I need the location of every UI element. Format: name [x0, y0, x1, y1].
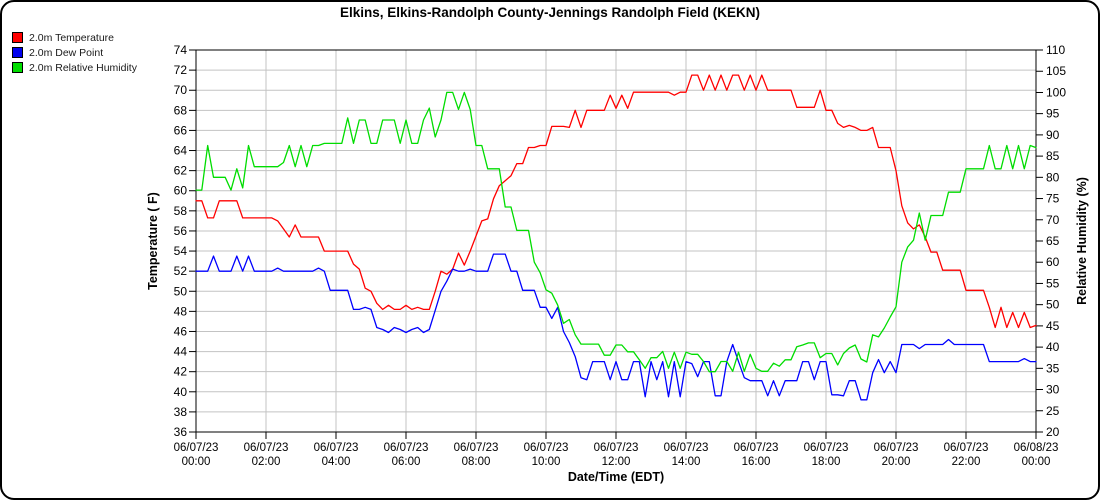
- y-right-tick-label: 110: [1046, 43, 1065, 57]
- x-tick-label-date: 06/07/23: [314, 442, 359, 454]
- legend: 2.0m Temperature 2.0m Dew Point 2.0m Rel…: [12, 30, 137, 75]
- y-right-tick-label: 40: [1046, 340, 1060, 354]
- legend-label: 2.0m Temperature: [29, 31, 115, 44]
- temperature-line: [195, 74, 1037, 329]
- y-right-tick-label: 55: [1046, 276, 1060, 290]
- x-tick-label-date: 06/07/23: [384, 442, 429, 454]
- relative-humidity-line: [195, 91, 1037, 373]
- x-tick-label-time: 20:00: [882, 456, 911, 468]
- x-tick-label-date: 06/07/23: [734, 442, 779, 454]
- y-right-tick-label: 90: [1046, 128, 1060, 142]
- x-tick-label-time: 00:00: [1022, 456, 1051, 468]
- y-right-tick-label: 45: [1046, 319, 1060, 333]
- temperature-swatch-icon: [12, 32, 23, 43]
- y-right-tick-label: 80: [1046, 170, 1060, 184]
- x-tick-label-date: 06/07/23: [524, 442, 569, 454]
- x-tick-label-time: 16:00: [742, 456, 771, 468]
- x-tick-label-time: 12:00: [602, 456, 631, 468]
- y-left-tick-label: 42: [174, 365, 188, 379]
- y-right-tick-label: 20: [1046, 425, 1060, 439]
- dew-point-line: [195, 253, 1037, 401]
- relative-humidity-swatch-icon: [12, 62, 23, 73]
- y-right-tick-label: 35: [1046, 361, 1060, 375]
- y-left-tick-label: 54: [174, 244, 188, 258]
- y-left-tick-label: 58: [174, 204, 188, 218]
- x-tick-label-time: 08:00: [462, 456, 491, 468]
- x-tick-label-date: 06/07/23: [244, 442, 289, 454]
- y-left-tick-label: 50: [174, 284, 188, 298]
- y-right-tick-label: 105: [1046, 64, 1066, 78]
- y-left-tick-label: 40: [174, 385, 188, 399]
- y-right-axis-title: Relative Humidity (%): [1075, 177, 1089, 305]
- y-left-tick-label: 44: [174, 345, 188, 359]
- y-left-tick-label: 36: [174, 425, 188, 439]
- y-left-tick-label: 56: [174, 224, 188, 238]
- y-left-tick-label: 38: [174, 405, 188, 419]
- x-tick-label-date: 06/07/23: [594, 442, 639, 454]
- x-tick-label-date: 06/08/23: [1014, 442, 1059, 454]
- chart-title: Elkins, Elkins-Randolph County-Jennings …: [339, 5, 760, 20]
- x-tick-label-date: 06/07/23: [944, 442, 989, 454]
- y-left-tick-label: 60: [174, 184, 188, 198]
- legend-item-relative-humidity: 2.0m Relative Humidity: [12, 60, 137, 75]
- y-right-tick-label: 30: [1046, 383, 1060, 397]
- y-right-tick-label: 75: [1046, 192, 1060, 206]
- y-right-tick-label: 100: [1046, 85, 1066, 99]
- y-left-axis-title: Temperature ( F): [146, 192, 160, 290]
- y-left-tick-label: 72: [174, 63, 188, 77]
- x-tick-label-time: 04:00: [322, 456, 351, 468]
- y-left-tick-label: 52: [174, 264, 188, 278]
- x-axis-title: Date/Time (EDT): [568, 470, 664, 484]
- y-right-tick-label: 65: [1046, 234, 1060, 248]
- y-right-tick-label: 85: [1046, 149, 1060, 163]
- legend-item-dew-point: 2.0m Dew Point: [12, 45, 137, 60]
- x-tick-label-date: 06/07/23: [174, 442, 219, 454]
- x-tick-label-date: 06/07/23: [804, 442, 849, 454]
- y-left-tick-label: 70: [174, 83, 188, 97]
- y-left-tick-label: 62: [174, 164, 188, 178]
- x-tick-label-date: 06/07/23: [874, 442, 919, 454]
- y-left-tick-label: 68: [174, 103, 188, 117]
- y-left-tick-label: 66: [174, 123, 188, 137]
- y-left-tick-label: 74: [174, 43, 188, 57]
- x-tick-label-time: 00:00: [182, 456, 211, 468]
- x-tick-label-time: 22:00: [952, 456, 981, 468]
- x-tick-label-date: 06/07/23: [664, 442, 709, 454]
- y-right-tick-label: 70: [1046, 213, 1060, 227]
- x-tick-label-time: 14:00: [672, 456, 701, 468]
- x-tick-label-time: 10:00: [532, 456, 561, 468]
- y-left-tick-label: 64: [174, 144, 188, 158]
- x-tick-label-time: 18:00: [812, 456, 841, 468]
- y-right-tick-label: 25: [1046, 404, 1060, 418]
- legend-label: 2.0m Dew Point: [29, 46, 104, 59]
- x-tick-label-time: 06:00: [392, 456, 421, 468]
- legend-item-temperature: 2.0m Temperature: [12, 30, 137, 45]
- y-left-tick-label: 48: [174, 304, 188, 318]
- y-right-tick-label: 50: [1046, 298, 1060, 312]
- x-tick-label-date: 06/07/23: [454, 442, 499, 454]
- y-right-tick-label: 95: [1046, 107, 1060, 121]
- y-left-tick-label: 46: [174, 324, 188, 338]
- y-right-tick-label: 60: [1046, 255, 1060, 269]
- dew-point-swatch-icon: [12, 47, 23, 58]
- legend-label: 2.0m Relative Humidity: [29, 61, 137, 74]
- x-tick-label-time: 02:00: [252, 456, 281, 468]
